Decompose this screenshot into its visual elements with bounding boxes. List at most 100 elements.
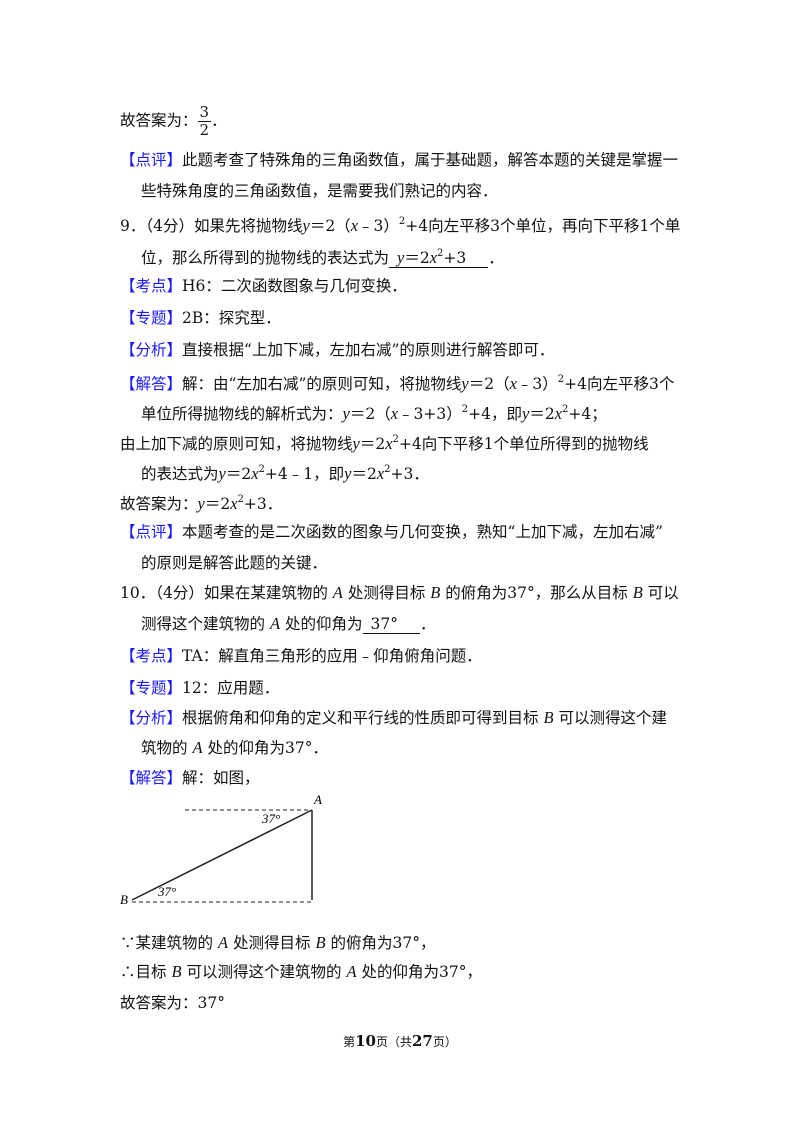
text: y [302, 216, 310, 235]
text: 2 [392, 434, 399, 445]
text: x [509, 374, 517, 393]
text: 27 [412, 1032, 433, 1050]
text: ﹣3） [516, 375, 558, 393]
text: 解：由“左加右减”的原则可知，将抛物线 [182, 375, 462, 393]
text-line: 【分析】根据俯角和仰角的定义和平行线的性质即可得到目标 B 可以测得这个建 [120, 708, 667, 728]
text-line: 故答案为：37° [120, 993, 225, 1013]
text: 10 [355, 1032, 376, 1050]
text: 位，那么所得到的抛物线的表达式为 [141, 249, 390, 267]
text: 【解答】 [120, 769, 183, 787]
text: y [397, 248, 405, 267]
text: +3． [243, 495, 283, 513]
text: y [197, 494, 205, 513]
text: ＝2 [225, 465, 252, 483]
text: +4； [568, 405, 607, 423]
text: 2 [562, 404, 569, 415]
text-line: 【专题】2B：探究型． [120, 308, 281, 328]
text: ＝2 [359, 435, 386, 453]
text: ＝2 [404, 249, 430, 267]
text: B [430, 583, 441, 602]
text: 处的仰角为37°， [361, 963, 482, 981]
text-line: 筑物的 A 处的仰角为37°． [141, 738, 328, 758]
text: 10．（4分）如果在某建筑物的 [120, 584, 328, 602]
text-line: 【分析】直接根据“上加下减，左加右减”的原则进行解答即可． [120, 340, 554, 360]
text: 处的仰角为37°． [207, 739, 328, 757]
text: 2B：探究型． [182, 309, 281, 327]
text: +3． [390, 465, 429, 483]
text: +3 [443, 249, 467, 267]
text: y [461, 374, 469, 393]
figure-label: B [120, 892, 128, 907]
text: ＝2（ [309, 217, 351, 235]
text: ＝2 [529, 405, 555, 423]
footer: 第10页（共27页） [0, 1032, 800, 1050]
answer-blank: y＝2x2+3 [389, 248, 489, 268]
text: 【分析】 [120, 341, 183, 359]
text: x [554, 404, 563, 423]
text: 第 [343, 1035, 356, 1049]
text: B [171, 962, 182, 981]
text: 【专题】 [120, 679, 183, 697]
text: 2 [398, 216, 406, 227]
text: x [385, 434, 393, 453]
text: 本题考查的是二次函数的图象与几何变换，熟知“上加下减，左加右减” [182, 523, 663, 541]
text: x [429, 248, 438, 267]
text: 由上加下减的原则可知，将抛物线 [120, 435, 353, 453]
text-line: 【解答】解：由“左加右减”的原则可知，将抛物线y＝2（x﹣3）2+4向左平移3个 [120, 370, 674, 394]
text-line: 些特殊角度的三角函数值，是需要我们熟记的内容． [141, 181, 498, 201]
text: B [632, 583, 643, 602]
text: ． [211, 111, 227, 130]
figure-label: 37° [157, 884, 176, 899]
text-line: 10．（4分）如果在某建筑物的 A 处测得目标 B 的俯角为37°，那么从目标 … [120, 583, 679, 603]
text: x [251, 464, 259, 483]
text: H6：二次函数图象与几何变换． [182, 277, 407, 295]
text: x [376, 464, 385, 483]
text: 2 [437, 248, 444, 259]
text: 此题考查了特殊角的三角函数值，属于基础题，解答本题的关键是掌握一 [182, 151, 679, 169]
text: 9．（4分）如果先将抛物线 [120, 217, 303, 235]
text: 2 [384, 464, 391, 475]
text: 处的仰角为 [284, 615, 363, 633]
text: ． [488, 249, 504, 267]
text: A [217, 933, 229, 952]
text-line: 【专题】12：应用题． [120, 678, 279, 698]
text: 处测得目标 [347, 584, 426, 602]
text-line: ∴目标 B 可以测得这个建筑物的 A 处的仰角为37°， [120, 962, 482, 982]
text-line: 的原则是解答此题的关键． [141, 553, 327, 573]
text: 【解答】 [120, 375, 183, 393]
figure: A 37° B 37° [120, 792, 322, 907]
text: 些特殊角度的三角函数值，是需要我们熟记的内容． [141, 182, 498, 200]
text-line: 【考点】H6：二次函数图象与几何变换． [120, 276, 407, 296]
text: 【分析】 [120, 709, 183, 727]
text: 筑物的 [141, 739, 188, 757]
text-line: ∵某建筑物的 A 处测得目标 B 的俯角为37°， [120, 933, 435, 953]
text-line: 9．（4分）如果先将抛物线y＝2（x﹣3）2+4向左平移3个单位，再向下平移1个… [120, 212, 680, 236]
text: 的表达式为 [141, 465, 219, 483]
text: 的原则是解答此题的关键． [141, 554, 328, 572]
text: A [269, 614, 281, 633]
figure-label: A [313, 792, 322, 807]
text-line: 故答案为：y＝2x2+3． [120, 490, 282, 514]
text: 单位所得抛物线的解析式为： [141, 405, 343, 423]
text: x [230, 494, 238, 513]
figure-label: 37° [261, 811, 280, 826]
text: y [342, 404, 350, 423]
text: 【考点】 [120, 277, 183, 295]
text: 12：应用题． [182, 679, 280, 697]
text: B [543, 708, 554, 727]
text: 可以 [647, 584, 679, 602]
text: 【点评】 [120, 523, 183, 541]
text: ﹣3+3） [398, 405, 462, 423]
text: 【考点】 [120, 647, 183, 665]
text-line: 【解答】解：如图， [120, 768, 260, 788]
text: A [332, 583, 343, 602]
text: 2 [199, 121, 210, 139]
text: 可以测得这个建筑物的 [186, 963, 342, 981]
text: 故答案为： [120, 111, 198, 130]
text: 2 [557, 374, 565, 385]
text: ∵某建筑物的 [120, 934, 214, 952]
text-line: 故答案为： 3 2 ． [120, 104, 227, 139]
text: y [522, 404, 530, 423]
text: 【点评】 [120, 151, 183, 169]
